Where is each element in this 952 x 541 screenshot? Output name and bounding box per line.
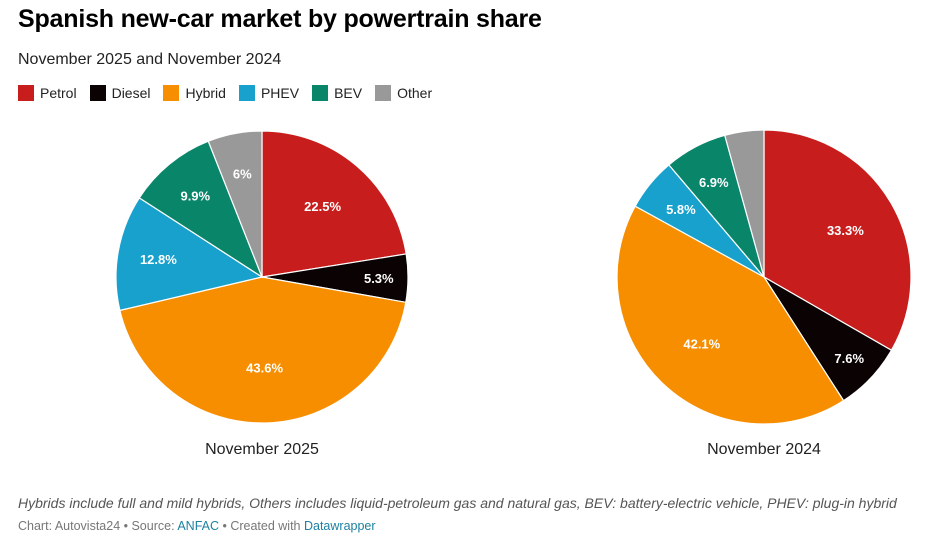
- pie-slice-hybrid: [616, 205, 845, 425]
- data-label-petrol: 22.5%: [304, 199, 341, 214]
- pie-slice-phev: [115, 197, 264, 312]
- data-label-diesel: 7.6%: [834, 351, 864, 366]
- legend-label-phev: PHEV: [260, 85, 300, 101]
- created-with-text: • Created with: [219, 519, 304, 533]
- legend-label-other: Other: [397, 85, 433, 101]
- pie-chart-2024: 33.3% 7.6% 42.1% 5.8%6.9%: [616, 129, 912, 425]
- data-label-petrol: 33.3%: [827, 223, 864, 238]
- legend-swatch-petrol: [18, 85, 34, 101]
- data-label-diesel: 5.3%: [364, 271, 394, 286]
- pie-title-2025: November 2025: [205, 441, 319, 458]
- legend-swatch-phev: [238, 85, 255, 101]
- pie-chart-2025: 22.5% 5.3% 43.6% 12.8% 9.9% 6%: [115, 130, 409, 424]
- legend-label-hybrid: Hybrid: [185, 85, 226, 101]
- legend-label-bev: BEV: [334, 85, 363, 101]
- legend-item-phev: PHEV: [238, 85, 300, 101]
- data-label-hybrid: 43.6%: [246, 361, 283, 376]
- legend-item-other: Other: [375, 85, 432, 101]
- legend-swatch-diesel: [89, 85, 106, 101]
- pie-slice-petrol: [261, 130, 407, 278]
- legend-label-diesel: Diesel: [111, 85, 151, 101]
- pie-title-2024: November 2024: [707, 441, 821, 458]
- chart-title: Spanish new-car market by powertrain sha…: [18, 5, 542, 33]
- pie-slice-petrol: [763, 129, 912, 352]
- legend-item-diesel: Diesel: [89, 85, 151, 101]
- legend-swatch-bev: [312, 85, 329, 101]
- chart-subtitle: November 2025 and November 2024: [18, 51, 282, 68]
- credit-text: Chart: Autovista24 • Source:: [18, 519, 178, 533]
- legend-item-petrol: Petrol: [18, 85, 77, 101]
- source-link[interactable]: ANFAC: [177, 519, 220, 533]
- datawrapper-link[interactable]: Datawrapper: [303, 519, 376, 533]
- legend-swatch-hybrid: [163, 85, 180, 101]
- pie-slice-other: [207, 130, 263, 278]
- data-label-phev: 12.8%: [140, 252, 177, 267]
- legend-item-bev: BEV: [312, 85, 362, 101]
- legend-swatch-other: [375, 85, 392, 101]
- pie-slice-other: [724, 129, 765, 278]
- data-label-bev: 6.9%: [699, 175, 729, 190]
- pie-slice-hybrid: [119, 276, 407, 424]
- data-label-bev: 9.9%: [180, 189, 210, 204]
- data-label-hybrid: 42.1%: [683, 337, 720, 352]
- pie-slice-bev: [138, 140, 264, 279]
- data-label-phev: 5.8%: [666, 202, 696, 217]
- credit-line: Chart: Autovista24 • Source: ANFAC • Cre…: [18, 519, 376, 533]
- data-label-other: 6%: [233, 167, 252, 182]
- footnote: Hybrids include full and mild hybrids, O…: [18, 495, 897, 511]
- legend-label-petrol: Petrol: [40, 85, 77, 101]
- legend-item-hybrid: Hybrid: [163, 85, 226, 101]
- legend: Petrol Diesel Hybrid PHEV BEV Other: [18, 85, 445, 101]
